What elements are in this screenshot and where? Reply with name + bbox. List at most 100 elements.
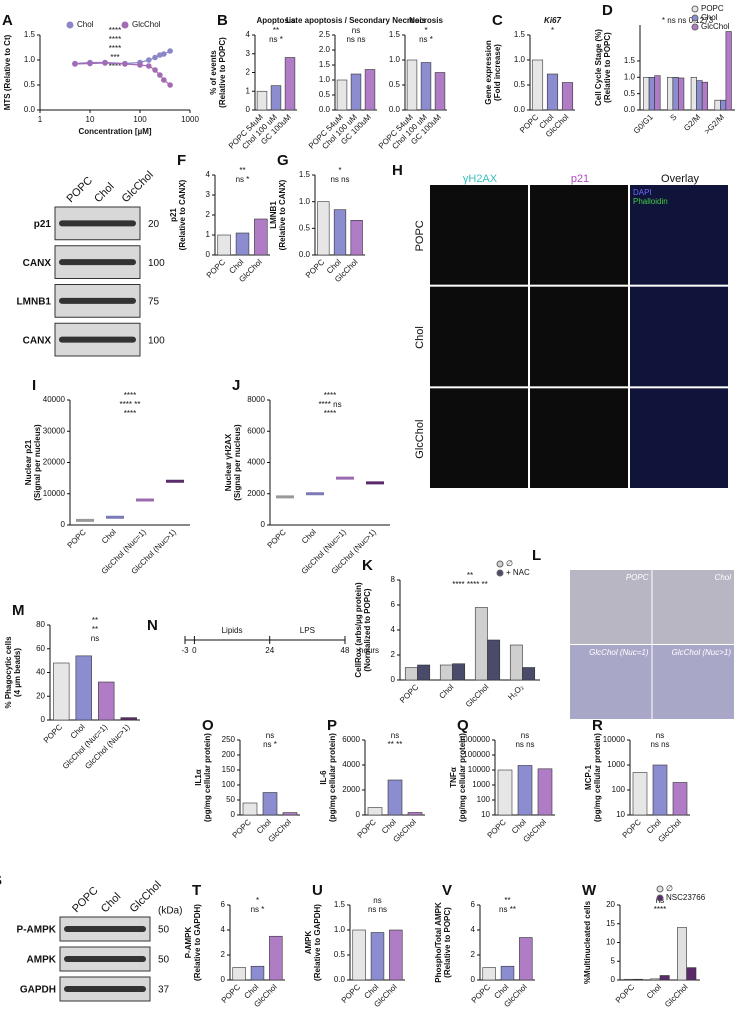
y-axis-label: (Relative to POPC)	[603, 32, 612, 103]
kda-label: 100	[148, 258, 165, 269]
y-tick-label: 4	[221, 925, 226, 934]
x-tick-label: 1	[38, 115, 43, 124]
panel-letter: S	[0, 872, 2, 889]
y-tick-label: 0.0	[319, 105, 331, 114]
y-axis-label: MCP-1	[584, 765, 593, 790]
image-label: GlcChol (Nuc>1)	[672, 648, 732, 657]
y-tick-label: 0	[261, 520, 266, 529]
bar	[389, 929, 403, 981]
column-label: p21	[571, 173, 589, 185]
panel-letter: N	[147, 617, 158, 634]
lane-label: Chol	[92, 181, 116, 205]
panel-letter: B	[217, 12, 228, 29]
overlay-label: DAPI	[633, 188, 652, 197]
y-axis-label: (Normalized to POPC)	[363, 588, 372, 671]
bar	[270, 85, 282, 111]
y-tick-label: 1.5	[319, 60, 331, 69]
x-tick-label: GlcChol	[521, 817, 548, 844]
y-tick-label: 6	[391, 600, 396, 609]
panel-letter: G	[277, 152, 289, 169]
x-tick-label: POPC	[205, 257, 228, 280]
y-axis-label: (Relative to CANX)	[278, 179, 287, 250]
panel-letter: R	[592, 717, 603, 734]
x-tick-label: Chol	[437, 682, 455, 700]
point	[137, 62, 143, 68]
significance: ****	[109, 35, 121, 44]
bar	[120, 717, 137, 721]
point	[72, 61, 78, 67]
significance: ****	[124, 409, 136, 418]
panel-title: Late apoptosis / Secondary Necrosis	[286, 16, 427, 25]
unit-label: hours	[359, 646, 379, 655]
y-tick-label: 80	[36, 620, 45, 629]
band	[64, 956, 146, 962]
x-tick-label: POPC	[231, 817, 254, 840]
bar	[75, 655, 92, 721]
x-tick-label: GlcChol	[464, 682, 491, 709]
significance: **	[92, 616, 98, 625]
significance: ****	[109, 44, 121, 53]
row-label: POPC	[414, 220, 426, 251]
significance: **** **	[120, 400, 141, 409]
y-tick-label: 0.0	[24, 105, 36, 114]
y-tick-label: 10	[606, 938, 615, 947]
significance: ns **	[499, 905, 516, 914]
y-axis-label: (Signal per nucleus)	[233, 424, 242, 501]
band-label: CANX	[23, 258, 52, 269]
y-tick-label: 8000	[247, 395, 265, 404]
significance: *	[256, 896, 259, 905]
bar	[546, 73, 559, 111]
panel-letter: O	[202, 717, 214, 734]
bar	[256, 90, 268, 111]
band	[59, 297, 136, 304]
significance: ns *	[419, 35, 433, 44]
micrograph	[630, 286, 728, 387]
x-tick-label: G2/M	[682, 112, 702, 132]
y-tick-label: 0	[41, 715, 46, 724]
y-axis-label: %Multinucleated cells	[583, 900, 592, 984]
band	[59, 336, 136, 343]
band-label: P-AMPK	[17, 925, 57, 936]
x-tick-label: POPC	[470, 982, 493, 1005]
image-label: GlcChol (Nuc=1)	[589, 648, 649, 657]
panel-letter: C	[492, 12, 503, 29]
y-tick-label: 40000	[43, 395, 66, 404]
y-tick-label: 2	[206, 210, 211, 219]
significance: **	[467, 571, 473, 580]
y-tick-label: 6	[471, 900, 476, 909]
bar	[482, 967, 496, 981]
bar	[282, 812, 298, 816]
y-axis-label: AMPK	[304, 931, 313, 955]
bar	[537, 768, 553, 816]
x-tick-label: Chol	[300, 527, 318, 545]
y-tick-label: 1.0	[319, 75, 331, 84]
bar	[714, 99, 721, 111]
significance: ns *	[269, 35, 283, 44]
y-tick-label: 1.0	[334, 925, 346, 934]
y-axis-label: (4 µm beads)	[13, 648, 22, 697]
bar	[474, 607, 488, 681]
y-tick-label: 0.5	[319, 90, 331, 99]
row-label: Chol	[414, 326, 426, 349]
bar	[250, 965, 265, 981]
bar	[672, 77, 679, 111]
y-tick-label: 1000	[607, 760, 625, 769]
panel-letter: D	[602, 2, 613, 19]
kda-label: 50	[158, 955, 170, 966]
y-tick-label: 100	[222, 780, 236, 789]
y-tick-label: 1	[206, 230, 211, 239]
significance: ns ns	[515, 740, 534, 749]
panel-letter: P	[327, 717, 337, 734]
significance: **	[239, 166, 245, 175]
y-tick-label: 0.0	[389, 105, 401, 114]
y-tick-label: 10	[616, 810, 625, 819]
bar	[725, 31, 732, 111]
x-tick-label: POPC	[398, 682, 421, 705]
y-tick-label: 10000	[43, 489, 66, 498]
bar	[561, 82, 574, 111]
point	[152, 54, 158, 61]
bar	[648, 77, 655, 111]
y-tick-label: 1.0	[24, 55, 36, 64]
significance: **	[92, 625, 98, 634]
y-tick-label: 0.5	[514, 80, 526, 89]
